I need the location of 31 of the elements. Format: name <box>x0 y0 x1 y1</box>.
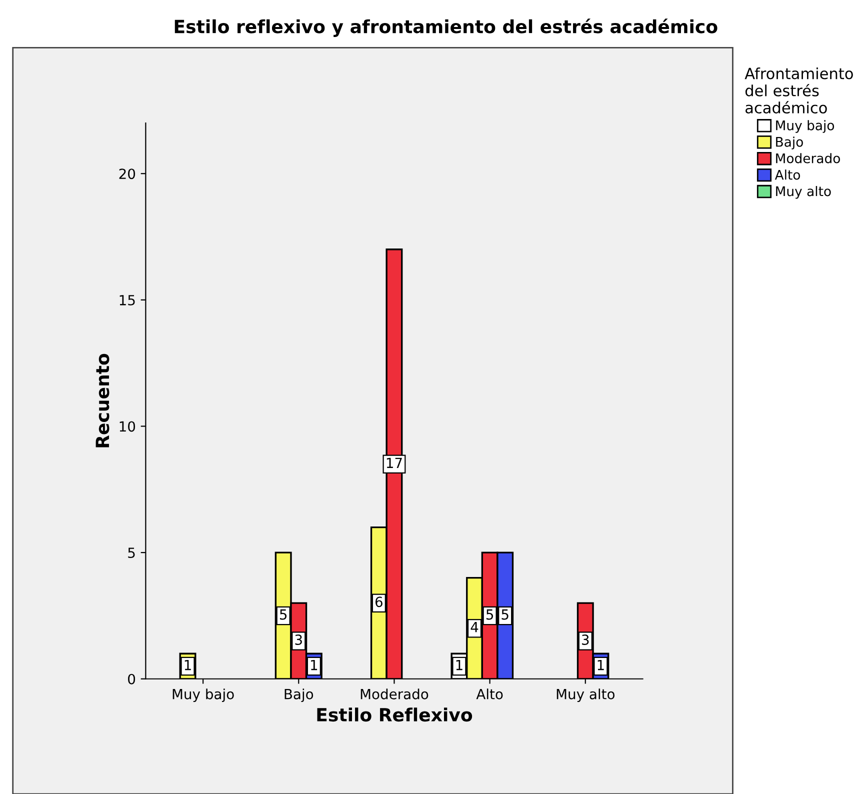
y-tick-label: 10 <box>120 421 136 432</box>
data-label: 1 <box>598 660 604 670</box>
data-label: 3 <box>295 634 302 646</box>
y-tick-label: 5 <box>128 548 135 558</box>
data-label: 6 <box>375 596 382 608</box>
data-label: 1 <box>311 660 318 670</box>
data-label: 1 <box>184 660 191 670</box>
data-label: 17 <box>386 458 402 468</box>
y-tick-label: 15 <box>120 295 135 306</box>
legend-label: Bajo <box>776 136 803 150</box>
y-tick-label: 20 <box>119 168 136 180</box>
legend-title: Afrontamiento del estrés académico <box>744 67 853 114</box>
x-tick-label: Muy bajo <box>172 688 234 702</box>
x-tick-label: Alto <box>476 688 503 700</box>
x-axis-title: Estilo Reflexivo <box>317 708 472 722</box>
chart-title: Estilo reflexivo y afrontamiento del estrés académico <box>174 18 718 37</box>
data-label: 5 <box>502 609 508 620</box>
x-tick-label: Moderado <box>360 688 428 700</box>
data-label: 4 <box>470 622 478 632</box>
data-label: 5 <box>280 609 287 620</box>
legend-label: Alto <box>774 170 800 180</box>
y-axis-title: Recuento <box>96 354 110 448</box>
legend-label: Muy bajo <box>776 120 834 133</box>
x-tick-label: Muy alto <box>556 688 615 702</box>
data-label: 3 <box>582 634 589 646</box>
data-label: 1 <box>456 660 462 670</box>
legend-label: Moderado <box>776 153 840 164</box>
y-tick-label: 0 <box>128 674 136 684</box>
x-tick-label: Bajo <box>284 688 314 702</box>
data-label: 5 <box>486 609 494 620</box>
legend-label: Muy alto <box>776 186 831 199</box>
